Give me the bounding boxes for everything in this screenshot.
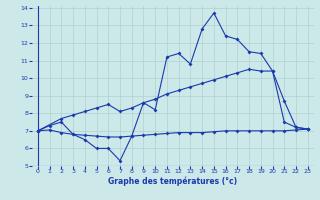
X-axis label: Graphe des températures (°c): Graphe des températures (°c) (108, 177, 237, 186)
